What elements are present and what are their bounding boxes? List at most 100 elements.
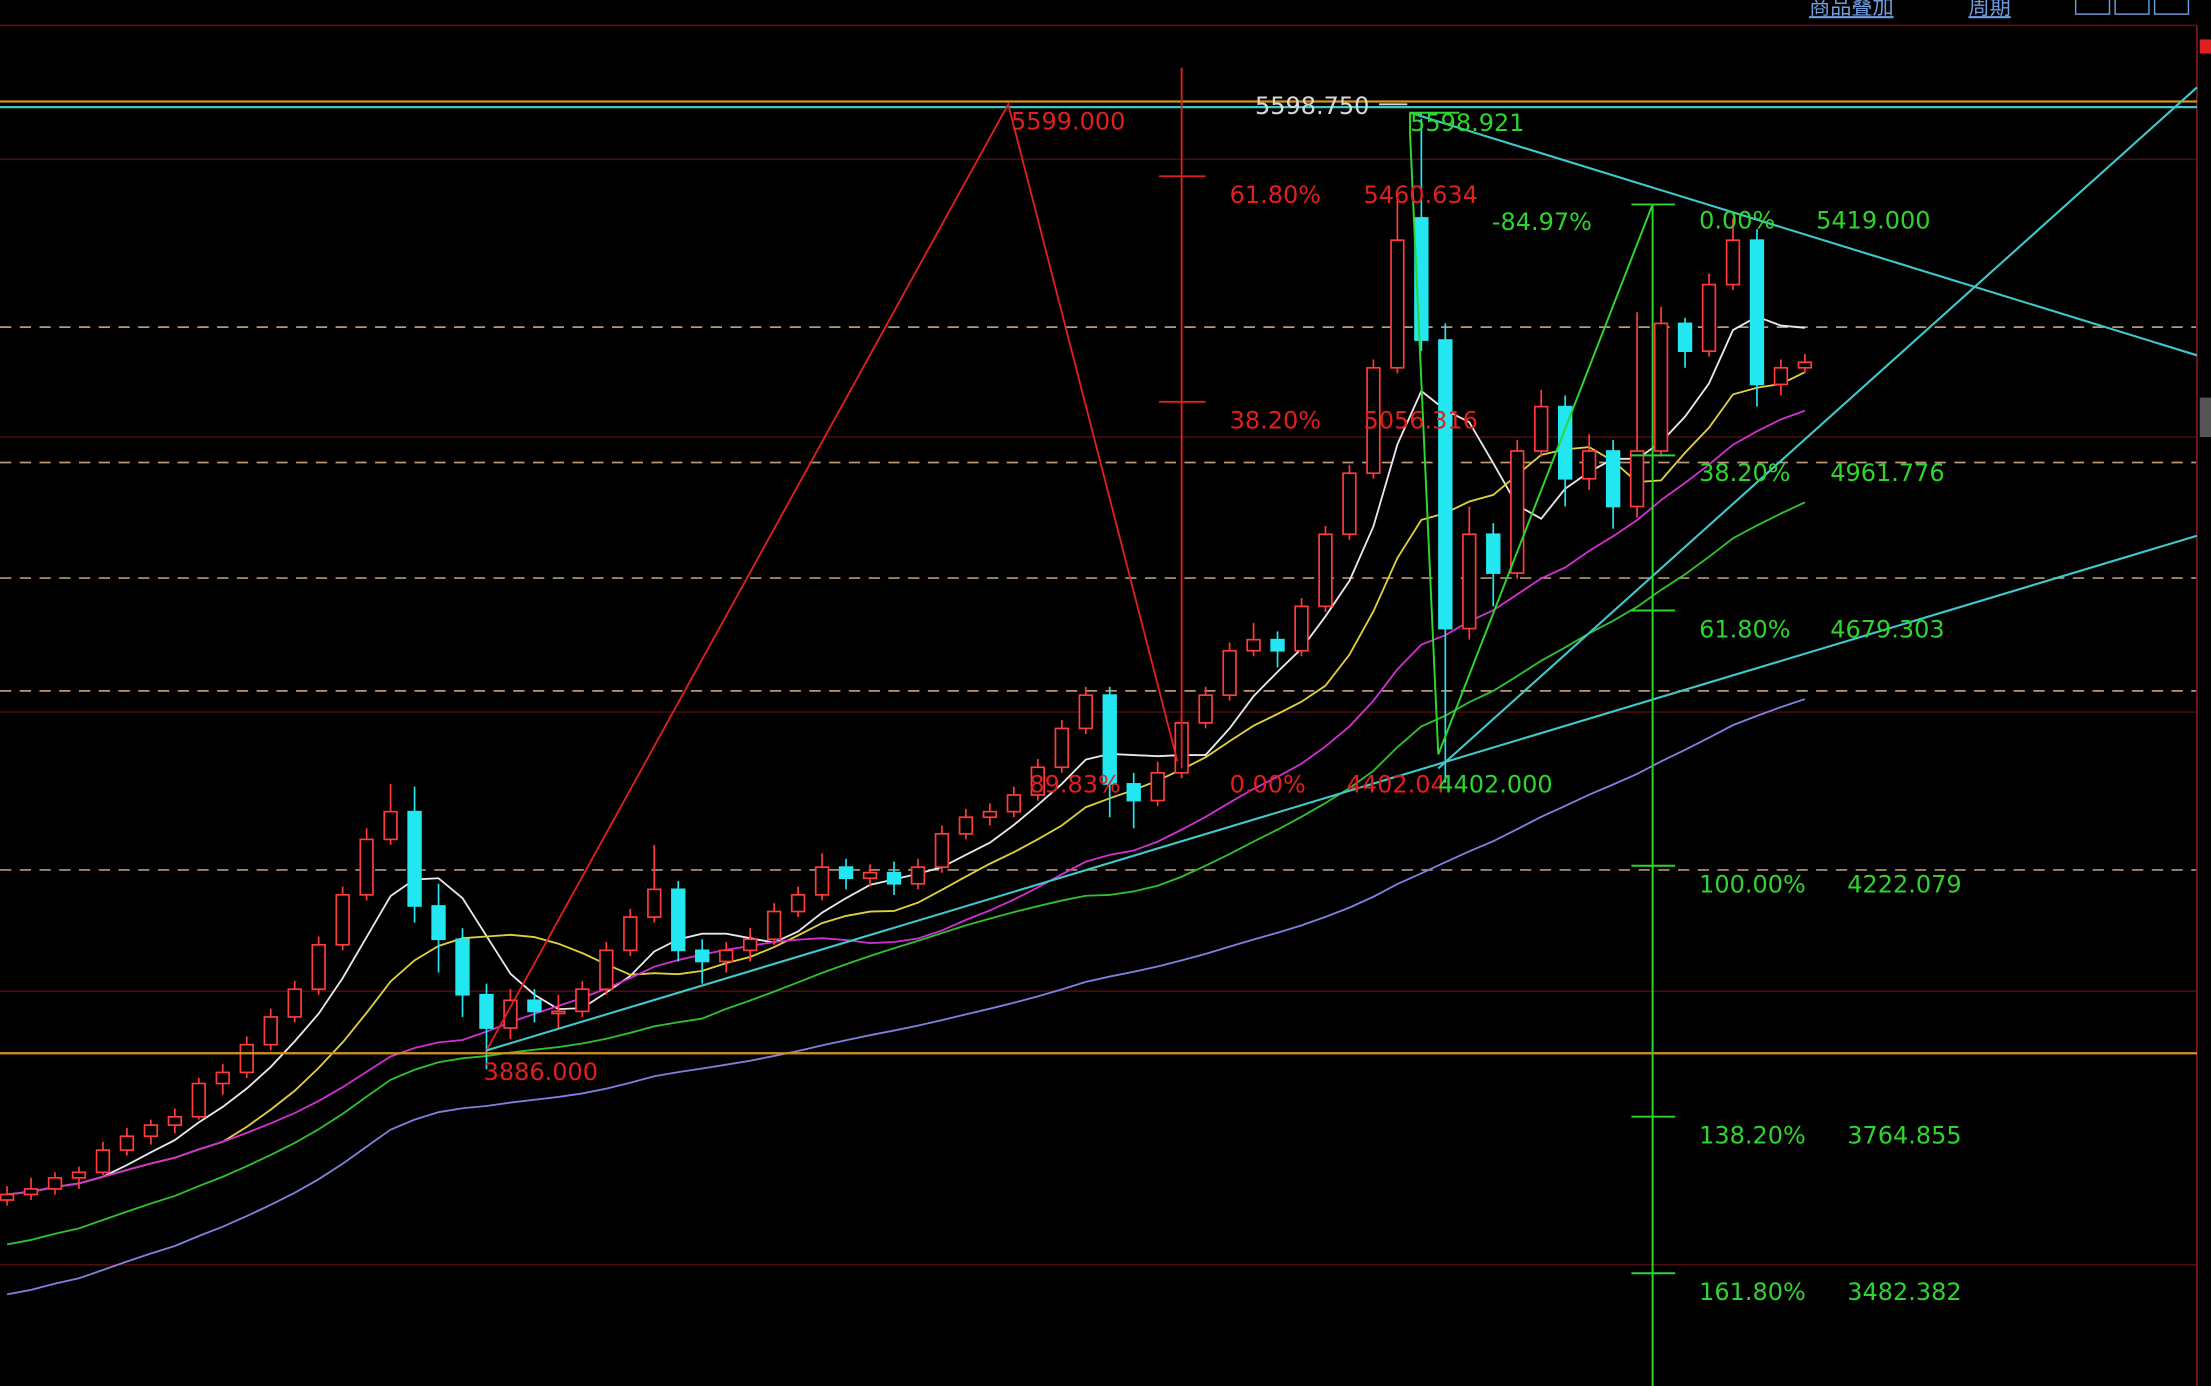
- candle: [1126, 772, 1141, 829]
- candle: [1390, 195, 1405, 374]
- candle: [71, 1166, 87, 1189]
- candle-body: [263, 1016, 278, 1046]
- fib-val-618: 4679.303: [1830, 615, 1944, 643]
- short-ascending-trendline[interactable]: [1437, 86, 2198, 770]
- candle: [647, 844, 662, 923]
- candle-body: [671, 888, 686, 952]
- toolbar: 商品叠加 周期: [1809, 0, 2211, 438]
- candle-body: [1677, 322, 1693, 352]
- green-zigzag[interactable]: [1409, 111, 1654, 755]
- candle: [1246, 623, 1261, 657]
- candle-body: [1749, 239, 1765, 386]
- candle-body: [1102, 694, 1117, 785]
- candle-body: [47, 1176, 63, 1190]
- ma30-line: [6, 501, 1806, 1246]
- candle: [23, 1177, 39, 1201]
- candle: [527, 989, 542, 1023]
- candle-body: [1438, 339, 1453, 630]
- annotation-labels: 5599.000 5598.750 5598.921 61.80% 5460.6…: [484, 92, 1962, 1306]
- candle: [1054, 720, 1069, 773]
- candles: [0, 118, 1813, 1206]
- candle: [1653, 306, 1669, 457]
- candle: [1078, 686, 1093, 734]
- candle-body: [1486, 533, 1501, 574]
- candle-body: [790, 894, 806, 913]
- scrollbar-thumb[interactable]: [2199, 397, 2211, 438]
- candle-body: [1797, 361, 1813, 369]
- red-zigzag[interactable]: [485, 101, 1179, 1051]
- label-high-white: 5598.750: [1255, 92, 1369, 120]
- candle: [1797, 353, 1813, 374]
- fib-val-1382: 3764.855: [1847, 1121, 1961, 1149]
- descending-trendline[interactable]: [1409, 111, 2198, 357]
- period-button[interactable]: 周期: [1968, 0, 2010, 19]
- candle-body: [1629, 450, 1645, 508]
- label-red-0-val: 4402.04: [1347, 770, 1446, 798]
- candle-body: [119, 1135, 135, 1151]
- scroll-marker[interactable]: [2199, 39, 2211, 54]
- candle-body: [1054, 727, 1069, 769]
- candle: [1318, 525, 1333, 612]
- fib-pct-618: 61.80%: [1699, 615, 1790, 643]
- candle: [191, 1077, 207, 1120]
- label-low-green: 4402.000: [1438, 770, 1552, 798]
- layout-icon[interactable]: [2153, 0, 2190, 15]
- fib-pct-100: 100.00%: [1699, 871, 1806, 899]
- candle-body: [551, 1010, 566, 1015]
- fib-pct-382: 38.20%: [1699, 459, 1790, 487]
- candle-body: [311, 943, 326, 991]
- overlay-button[interactable]: 商品叠加: [1809, 0, 1894, 19]
- candle-body: [934, 832, 950, 868]
- label-red-618-pct: 61.80%: [1230, 181, 1321, 209]
- candle: [47, 1172, 63, 1195]
- candle-body: [0, 1193, 15, 1201]
- candle-body: [1318, 533, 1333, 608]
- candle: [359, 828, 374, 901]
- label-red-0-pct: 0.00%: [1230, 770, 1306, 798]
- candle-body: [1150, 771, 1165, 802]
- candle-body: [862, 871, 878, 880]
- candle: [1773, 359, 1789, 396]
- back-icon[interactable]: [2074, 0, 2111, 15]
- candle: [431, 883, 446, 973]
- candle: [1510, 439, 1525, 579]
- candle-body: [838, 866, 854, 880]
- candle-body: [718, 949, 734, 963]
- candle: [671, 881, 686, 962]
- candle-body: [1366, 366, 1381, 475]
- long-ascending-trendline[interactable]: [486, 534, 2198, 1052]
- candle: [1605, 439, 1621, 529]
- candle-body: [1390, 239, 1405, 369]
- candle: [143, 1119, 159, 1145]
- candle-body: [287, 988, 302, 1018]
- candle: [167, 1108, 183, 1134]
- candle-body: [239, 1043, 254, 1074]
- forward-icon[interactable]: [2114, 0, 2150, 15]
- candle-body: [503, 999, 518, 1029]
- label-red-382-val: 5056.316: [1364, 407, 1478, 435]
- candle-body: [431, 905, 446, 941]
- candle-body: [1198, 694, 1213, 724]
- candle: [766, 903, 782, 945]
- candle-body: [647, 888, 662, 918]
- candle: [1342, 464, 1357, 540]
- candle: [1150, 761, 1165, 807]
- candle: [695, 939, 710, 984]
- candle: [119, 1127, 135, 1156]
- candle-body: [575, 988, 590, 1013]
- candle-body: [407, 810, 422, 907]
- candle-body: [191, 1082, 207, 1118]
- candle: [599, 942, 614, 995]
- candle-body: [1725, 239, 1741, 286]
- candle: [1462, 506, 1477, 640]
- candle-body: [1246, 638, 1261, 652]
- candle-body: [1126, 783, 1141, 802]
- fib-val-0: 5419.000: [1816, 206, 1930, 234]
- label-red-extra-pct: 89.83%: [1029, 770, 1120, 798]
- ma10-line: [6, 371, 1806, 1196]
- candle-body: [1510, 450, 1525, 574]
- candle: [1486, 523, 1501, 607]
- fib-val-100: 4222.079: [1847, 871, 1961, 899]
